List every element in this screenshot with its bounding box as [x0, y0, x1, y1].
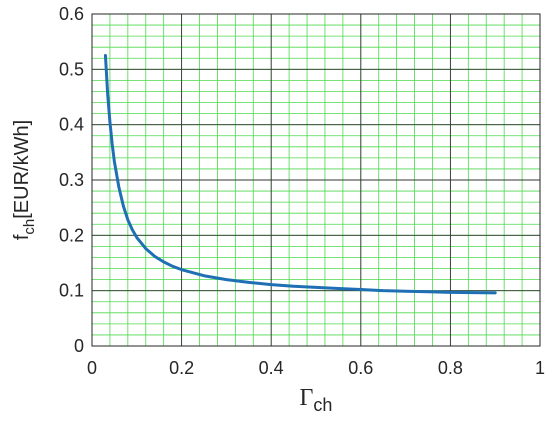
x-axis-label: Γch: [300, 385, 333, 415]
y-axis-label: fch[EUR/kWh]: [11, 120, 38, 240]
y-axis-label-unit: [EUR/kWh]: [11, 120, 33, 219]
y-tick-label: 0.4: [59, 115, 84, 135]
plot-frame: [91, 13, 541, 347]
y-tick-label: 0.6: [59, 4, 84, 24]
y-tick-label: 0.3: [59, 170, 84, 190]
series-line-0: [103, 54, 497, 295]
x-tick-label: 0.4: [259, 358, 284, 378]
y-axis-ticks: 0 0.1 0.2 0.3 0.4 0.5 0.6: [59, 4, 84, 356]
series-layer: [103, 54, 497, 295]
x-axis-label-main: Γ: [300, 385, 314, 411]
y-tick-label: 0.5: [59, 59, 84, 79]
x-axis-label-sub: ch: [313, 395, 332, 415]
x-tick-label: 0: [87, 358, 97, 378]
y-axis-label-main: f: [11, 234, 33, 240]
y-tick-label: 0.1: [59, 281, 84, 301]
y-tick-label: 0: [74, 336, 84, 356]
x-tick-label: 0.6: [348, 358, 373, 378]
x-axis-ticks: 0 0.2 0.4 0.6 0.8 1: [87, 358, 545, 378]
x-tick-label: 0.8: [438, 358, 463, 378]
y-axis-label-sub: ch: [21, 219, 38, 235]
x-tick-label: 0.2: [169, 358, 194, 378]
y-tick-label: 0.2: [59, 225, 84, 245]
x-tick-label: 1: [535, 358, 545, 378]
